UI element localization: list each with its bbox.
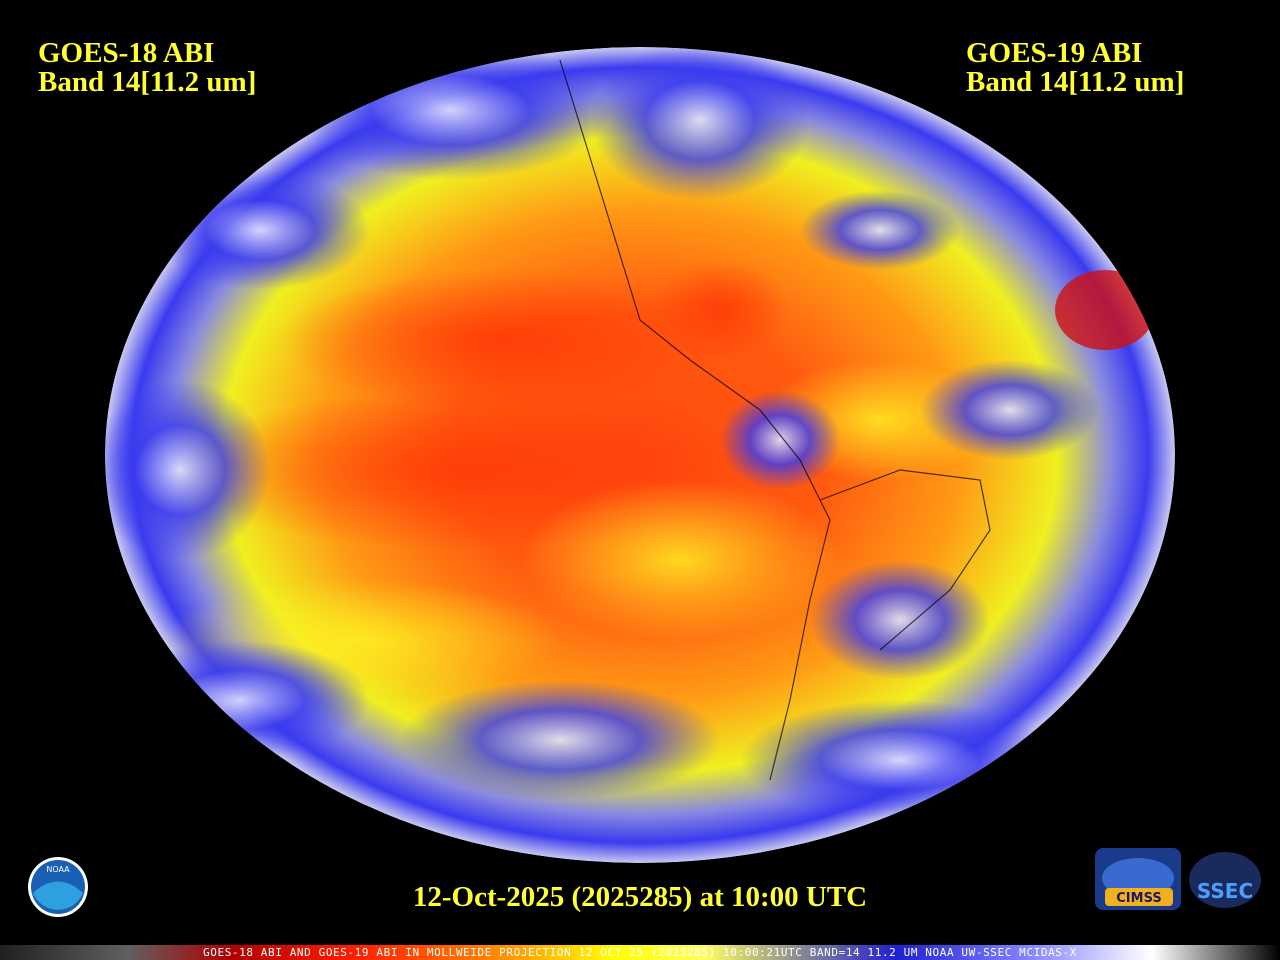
left-band: Band 14[11.2 um] bbox=[38, 66, 256, 98]
noaa-logo: NOAA bbox=[28, 857, 88, 917]
color-bar bbox=[0, 945, 1280, 960]
timestamp: 12-Oct-2025 (2025285) at 10:00 UTC bbox=[413, 881, 867, 913]
cimss-label: CIMSS bbox=[1116, 891, 1161, 906]
earth-disk bbox=[105, 47, 1175, 863]
ssec-logo: SSEC bbox=[1189, 852, 1261, 908]
noaa-label: NOAA bbox=[46, 865, 70, 874]
left-satellite: GOES-18 ABI bbox=[38, 37, 214, 69]
footer-caption: GOES-18 ABI AND GOES-19 ABI IN MOLLWEIDE… bbox=[203, 946, 1077, 959]
right-satellite: GOES-19 ABI bbox=[966, 37, 1142, 69]
cimss-logo: CIMSS bbox=[1095, 848, 1181, 910]
ssec-label: SSEC bbox=[1197, 879, 1253, 903]
right-band: Band 14[11.2 um] bbox=[966, 66, 1184, 98]
